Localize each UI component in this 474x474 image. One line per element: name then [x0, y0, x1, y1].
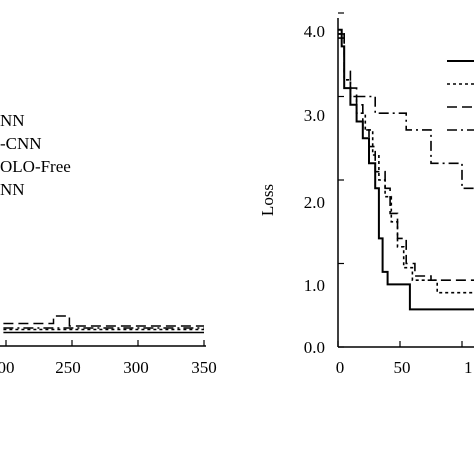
- right-y-tick-labels: 0.0 1.0 2.0 3.0 4.0: [304, 22, 325, 357]
- y-tick-label-2: 2.0: [304, 193, 325, 212]
- left-legend: NN -CNN OLO-Free NN: [0, 111, 71, 199]
- left-x-tick-label-4: 350: [191, 358, 217, 377]
- y-axis-title: Loss: [258, 184, 277, 216]
- left-x-ticks: [5, 340, 205, 346]
- legend-label-2: -CNN: [0, 134, 42, 153]
- left-x-tick-labels: 00 250 300 350: [0, 358, 217, 377]
- legend-label-4: NN: [0, 180, 25, 199]
- left-x-tick-label-3: 300: [123, 358, 149, 377]
- y-tick-label-3: 3.0: [304, 106, 325, 125]
- x-tick-label-0: 0: [336, 358, 345, 377]
- y-tick-label-1: 1.0: [304, 276, 325, 295]
- right-panel: Loss 0.0 1.0 2.0 3.0 4.0 0 50 1: [258, 12, 474, 377]
- right-series-group: [338, 28, 474, 311]
- y-tick-label-4: 4.0: [304, 22, 325, 41]
- left-panel: NN -CNN OLO-Free NN 00 250 300 350: [0, 111, 217, 377]
- left-x-tick-label-2: 250: [55, 358, 81, 377]
- left-x-tick-label-1: 00: [0, 358, 15, 377]
- loss-series-line-3: [338, 37, 474, 281]
- loss-series-line-2: [338, 33, 474, 294]
- right-y-ticks: [338, 12, 344, 348]
- y-tick-label-0: 0.0: [304, 338, 325, 357]
- x-tick-label-50: 50: [394, 358, 411, 377]
- right-x-tick-labels: 0 50 1: [336, 358, 473, 377]
- right-x-ticks: [337, 341, 463, 347]
- loss-series-line-4: [338, 33, 474, 190]
- left-series-line-3: [3, 315, 204, 327]
- left-series-group: [3, 315, 204, 334]
- x-tick-label-100: 1: [464, 358, 473, 377]
- loss-series-line-1: [338, 28, 474, 311]
- legend-label-1: NN: [0, 111, 25, 130]
- right-legend: [447, 60, 474, 131]
- legend-label-3: OLO-Free: [0, 157, 71, 176]
